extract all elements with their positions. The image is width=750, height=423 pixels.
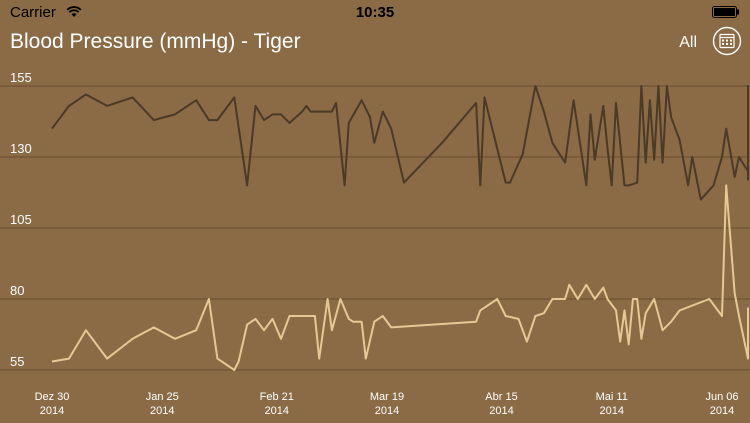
carrier-label: Carrier [10, 4, 56, 21]
x-tick-label: Mai 11 [596, 391, 628, 403]
battery-icon [712, 6, 739, 18]
status-bar: Carrier 10:35 [0, 0, 750, 24]
calendar-icon[interactable] [712, 26, 742, 56]
x-tick-label: Dez 30 [35, 391, 70, 403]
x-tick-year: 2014 [265, 405, 289, 417]
x-tick-year: 2014 [40, 405, 64, 417]
y-tick-label: 55 [10, 354, 24, 369]
x-tick-year: 2014 [489, 405, 513, 417]
y-tick-label: 130 [10, 141, 32, 156]
systolic-series-line [51, 85, 749, 201]
status-time: 10:35 [355, 4, 395, 21]
page-title: Blood Pressure (mmHg) - Tiger [10, 30, 301, 53]
x-tick-label: Feb 21 [260, 391, 294, 403]
x-tick-year: 2014 [150, 405, 174, 417]
x-tick-year: 2014 [600, 405, 624, 417]
x-tick-year: 2014 [375, 405, 399, 417]
y-tick-label: 80 [10, 283, 24, 298]
range-filter-label[interactable]: All [679, 34, 697, 51]
y-tick-label: 155 [10, 70, 32, 85]
x-tick-label: Jan 25 [146, 391, 179, 403]
x-tick-label: Abr 15 [485, 391, 517, 403]
x-tick-label: Mar 19 [370, 391, 404, 403]
diastolic-series-line [51, 184, 749, 371]
x-tick-year: 2014 [710, 405, 734, 417]
y-tick-label: 105 [10, 212, 32, 227]
wifi-icon [66, 6, 82, 17]
x-tick-label: Jun 06 [705, 391, 738, 403]
